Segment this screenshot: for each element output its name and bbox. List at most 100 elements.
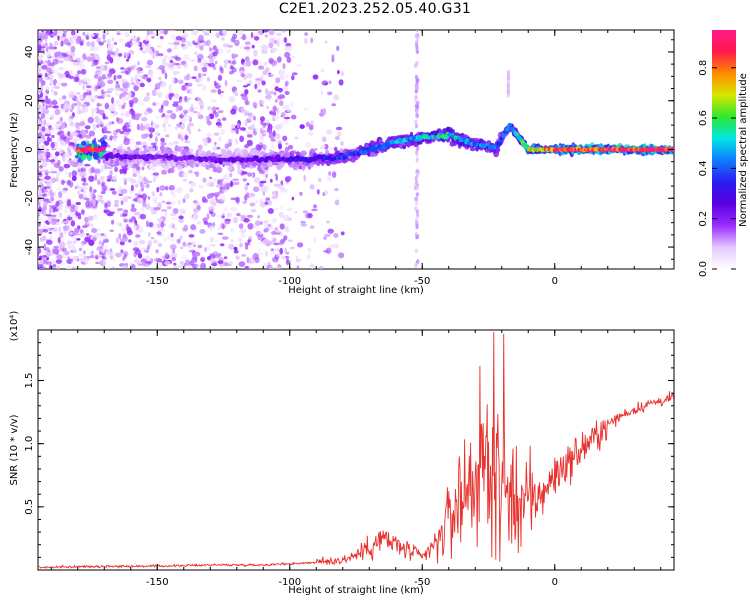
noise-cell bbox=[75, 185, 80, 189]
noise-cell bbox=[39, 165, 43, 169]
noise-cell bbox=[81, 177, 86, 182]
noise-cell bbox=[94, 32, 100, 37]
noise-cell bbox=[92, 123, 97, 131]
noise-cell bbox=[120, 67, 125, 70]
noise-cell bbox=[155, 114, 160, 120]
noise-cell bbox=[104, 116, 109, 120]
noise-cell bbox=[269, 178, 273, 183]
noise-cell bbox=[50, 260, 56, 265]
noise-cell bbox=[149, 206, 154, 211]
noise-cell bbox=[170, 232, 174, 238]
noise-cell bbox=[162, 99, 169, 107]
noise-cell bbox=[38, 206, 42, 213]
noise-cell bbox=[145, 183, 150, 188]
noise-cell bbox=[84, 163, 91, 167]
noise-cell bbox=[128, 99, 134, 105]
noise-cell bbox=[136, 174, 141, 177]
ridge-cell bbox=[300, 150, 307, 156]
noise-cell bbox=[81, 134, 88, 138]
noise-cell bbox=[208, 205, 215, 212]
noise-cell bbox=[284, 51, 291, 59]
noise-cell bbox=[122, 196, 129, 203]
noise-cell bbox=[276, 107, 280, 115]
noise-cell bbox=[160, 209, 168, 212]
noise-cell bbox=[257, 30, 265, 36]
noise-cell bbox=[83, 191, 87, 199]
noise-cell bbox=[62, 104, 70, 110]
noise-cell bbox=[316, 189, 320, 195]
noise-cell bbox=[141, 207, 145, 213]
noise-cell bbox=[184, 259, 190, 265]
noise-cell bbox=[144, 39, 149, 47]
noise-cell bbox=[106, 144, 111, 148]
noise-cell bbox=[257, 140, 264, 146]
noise-cell bbox=[108, 68, 116, 75]
noise-cell bbox=[253, 115, 256, 121]
noise-cell bbox=[42, 236, 46, 243]
streak-cell bbox=[415, 49, 419, 54]
noise-cell bbox=[223, 256, 228, 260]
noise-cell bbox=[56, 267, 60, 269]
noise-cell bbox=[48, 82, 53, 86]
colorbar: 0.0 0.2 0.4 0.6 0.8 Normalized spectral ampl… bbox=[698, 30, 749, 277]
noise-cell bbox=[160, 137, 165, 143]
x-tick-label: -50 bbox=[414, 276, 430, 287]
noise-cell bbox=[42, 106, 45, 113]
noise-cell bbox=[115, 237, 120, 244]
noise-cell bbox=[334, 188, 339, 192]
noise-cell bbox=[230, 108, 237, 115]
noise-cell bbox=[131, 203, 135, 209]
noise-cell bbox=[103, 126, 108, 133]
noise-cell bbox=[122, 168, 128, 175]
noise-cell bbox=[109, 229, 114, 233]
noise-cell bbox=[151, 191, 155, 197]
noise-cell bbox=[103, 39, 107, 43]
noise-cell bbox=[160, 141, 167, 146]
noise-cell bbox=[86, 89, 90, 93]
noise-cell bbox=[90, 98, 96, 103]
noise-cell bbox=[240, 232, 245, 237]
noise-cell bbox=[128, 218, 134, 223]
noise-cell bbox=[252, 35, 255, 38]
noise-cell bbox=[105, 124, 109, 128]
noise-cell bbox=[71, 266, 77, 269]
noise-cell bbox=[215, 32, 221, 39]
noise-cell bbox=[130, 184, 134, 192]
noise-cell bbox=[179, 261, 184, 264]
noise-cell bbox=[287, 239, 293, 242]
noise-cell bbox=[120, 200, 124, 205]
noise-cell bbox=[135, 79, 139, 84]
noise-cell bbox=[257, 247, 261, 254]
noise-cell bbox=[187, 123, 195, 127]
noise-cell bbox=[263, 220, 270, 224]
noise-cell bbox=[53, 86, 61, 89]
noise-cell bbox=[150, 236, 155, 240]
noise-cell bbox=[279, 75, 285, 81]
noise-cell bbox=[156, 186, 160, 193]
noise-cell bbox=[68, 75, 75, 80]
noise-cell bbox=[46, 51, 51, 58]
noise-cell bbox=[59, 241, 66, 248]
streak-cell bbox=[506, 75, 510, 80]
noise-cell bbox=[168, 142, 173, 147]
noise-cell bbox=[106, 38, 111, 45]
noise-cell bbox=[327, 91, 333, 96]
noise-cell bbox=[171, 77, 175, 84]
noise-cell bbox=[42, 201, 48, 206]
noise-cell bbox=[197, 97, 202, 102]
noise-cell bbox=[193, 263, 200, 268]
noise-cell bbox=[98, 197, 105, 200]
noise-cell bbox=[333, 94, 340, 101]
streak-cell bbox=[415, 201, 419, 206]
noise-cell bbox=[233, 39, 240, 46]
noise-cell bbox=[100, 199, 105, 205]
noise-cell bbox=[237, 237, 243, 243]
noise-cell bbox=[250, 208, 257, 213]
noise-cell bbox=[262, 69, 268, 76]
noise-cell bbox=[280, 238, 286, 244]
noise-cell bbox=[283, 37, 288, 43]
noise-cell bbox=[147, 196, 151, 200]
noise-cell bbox=[74, 30, 80, 35]
ridge-core-cell bbox=[254, 155, 259, 160]
noise-cell bbox=[74, 227, 80, 234]
